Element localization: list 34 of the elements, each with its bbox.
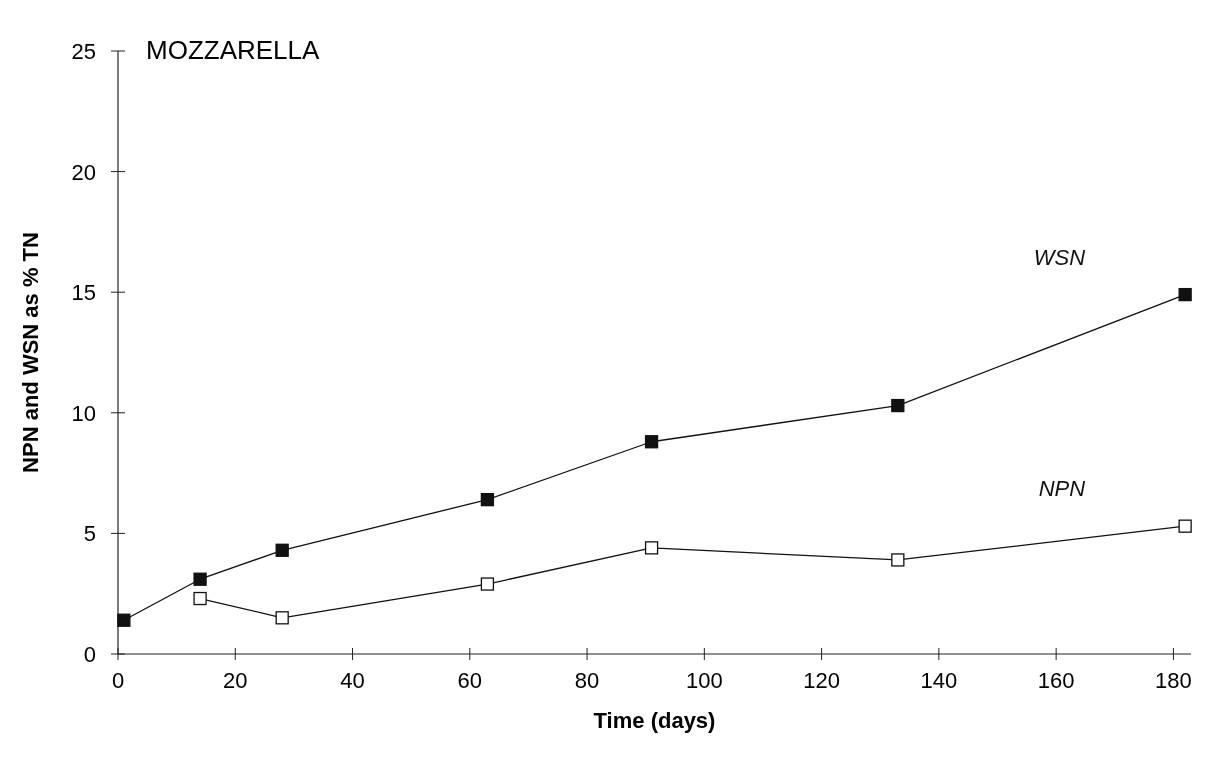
x-tick-label: 140 <box>920 668 958 693</box>
x-tick-label: 60 <box>457 668 483 693</box>
point <box>193 591 207 606</box>
y-tick-label: 25 <box>71 39 96 64</box>
x-tick-label: 80 <box>574 668 600 693</box>
point <box>275 543 289 557</box>
point <box>193 572 207 586</box>
x-tick-label: 0 <box>111 668 125 693</box>
x-tick-label: 100 <box>685 668 723 693</box>
point <box>480 492 495 507</box>
y-tick-label: 5 <box>83 521 96 547</box>
point <box>117 613 131 627</box>
text: WSN <box>1033 244 1086 270</box>
y-tick-label: 10 <box>71 400 96 426</box>
point <box>644 435 659 449</box>
point <box>275 611 289 625</box>
point <box>891 553 905 567</box>
chart-title: MOZZARELLA <box>146 35 321 65</box>
x-tick-label: 120 <box>803 668 840 693</box>
x-axis-title: Time (days) <box>593 708 716 733</box>
y-axis-title: NPN and WSN as % TN <box>18 232 43 473</box>
y-tick-label: 0 <box>83 642 96 667</box>
x-tick-label: 20 <box>223 668 248 693</box>
point <box>480 577 495 591</box>
x-tick-label: 160 <box>1037 668 1075 693</box>
x-tick-label: 40 <box>340 668 365 693</box>
point <box>891 398 905 413</box>
x-tick-label: 180 <box>1155 668 1192 693</box>
y-tick-label: 20 <box>71 159 96 185</box>
y-tick-label: 15 <box>71 280 96 306</box>
point <box>644 541 659 555</box>
point <box>1178 287 1192 302</box>
point <box>1178 519 1192 533</box>
series-label: NPN <box>1038 476 1086 502</box>
